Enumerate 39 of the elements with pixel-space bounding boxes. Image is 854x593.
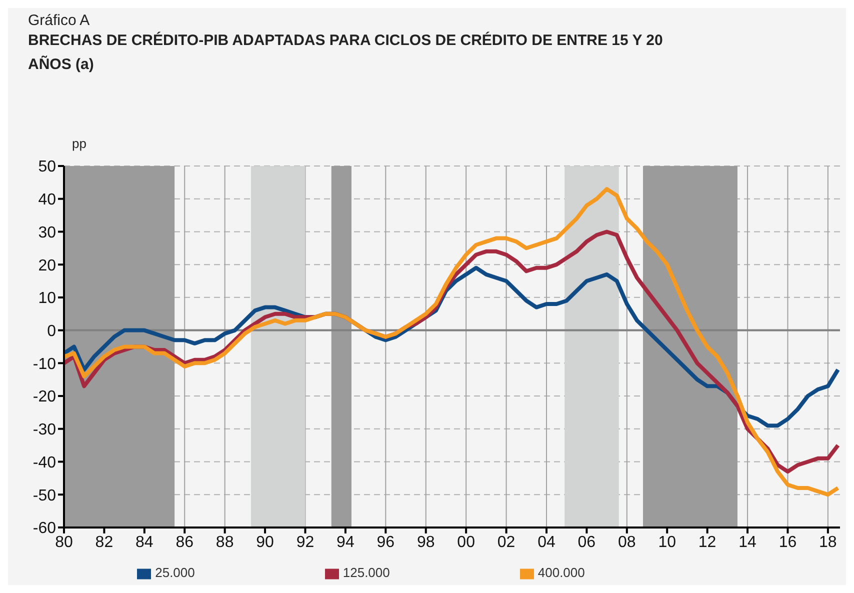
- x-tick-label: 02: [497, 534, 516, 551]
- x-tick-label: 96: [376, 534, 395, 551]
- x-tick-label: 04: [538, 534, 556, 551]
- line-series: [64, 187, 840, 497]
- y-tick-label: -20: [32, 388, 56, 406]
- y-tick-label: 30: [38, 224, 56, 242]
- y-tick-label: -30: [32, 422, 56, 439]
- x-tick-label: 80: [55, 534, 73, 551]
- y-tick-label: -10: [32, 356, 56, 373]
- x-tick-label: 94: [336, 534, 354, 551]
- legend-label: 125.000: [342, 565, 390, 580]
- y-tick-label: -60: [32, 520, 56, 538]
- x-tick-label: 14: [738, 534, 757, 551]
- x-tick-label: 86: [176, 534, 194, 551]
- legend-label: 25.000: [155, 565, 195, 580]
- y-axis-title: pp: [72, 136, 86, 151]
- chart-subtitle: BRECHAS DE CRÉDITO-PIB ADAPTADAS PARA CICLOS DE CRÉDITO DE ENTRE 15 Y 20 AÑOS (a): [28, 30, 664, 75]
- x-tick-label: 08: [618, 534, 636, 551]
- x-tick-label: 00: [457, 534, 476, 551]
- x-tick-label: 82: [95, 534, 114, 551]
- x-tick-label: 92: [296, 534, 314, 551]
- x-tick-label: 90: [256, 534, 274, 551]
- x-tick-label: 10: [658, 534, 676, 551]
- x-tick-label: 06: [578, 534, 596, 551]
- y-tick-label: 40: [38, 192, 56, 209]
- x-tick-label: 88: [216, 534, 234, 551]
- y-tick-label: 50: [38, 158, 56, 176]
- x-tick-label: 18: [819, 534, 837, 551]
- x-tick-label: 84: [136, 534, 154, 551]
- chart-title: Gráfico A: [28, 12, 91, 29]
- legend-label: 400.000: [538, 565, 585, 580]
- x-tick-label: 12: [698, 534, 716, 551]
- y-tick-label: 20: [38, 257, 56, 274]
- y-tick-label: -50: [32, 487, 56, 504]
- y-tick-label: 0: [47, 322, 56, 340]
- y-tick-label: -40: [32, 454, 56, 472]
- x-tick-label: 16: [778, 534, 797, 551]
- y-tick-label: 10: [38, 290, 56, 308]
- x-tick-label: 98: [416, 534, 435, 551]
